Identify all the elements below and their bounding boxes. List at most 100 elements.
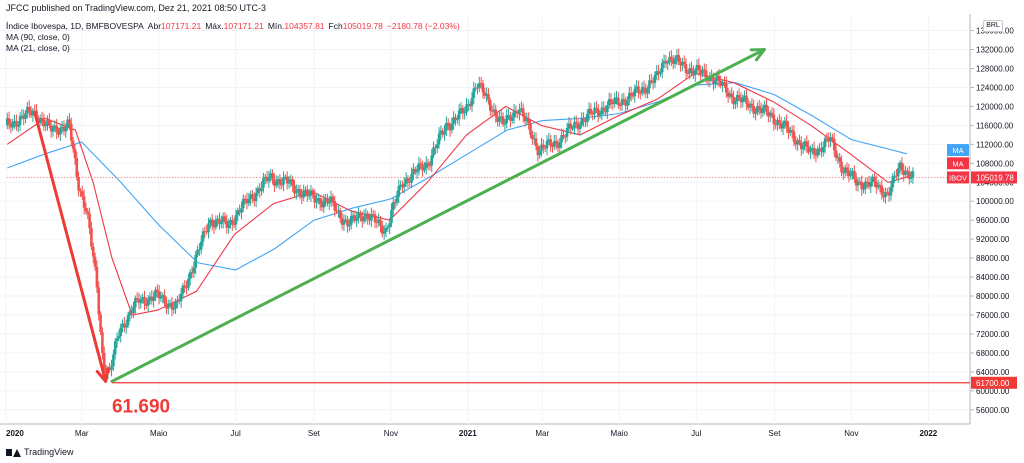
- candle-body: [796, 140, 799, 145]
- last-price-box: [971, 171, 1017, 184]
- candle-body: [734, 101, 737, 105]
- candle-body: [895, 175, 898, 177]
- candle-body: [452, 117, 455, 124]
- candle-body: [853, 170, 856, 180]
- candle-body: [646, 88, 649, 94]
- candle-body: [388, 223, 391, 228]
- candle-body: [375, 222, 379, 224]
- candle-body: [900, 162, 904, 171]
- candle-body: [174, 301, 177, 309]
- candle-body: [124, 325, 128, 328]
- candle-body: [604, 109, 607, 113]
- candle-body: [315, 200, 318, 203]
- candle-body: [145, 303, 148, 306]
- candle-body: [553, 141, 556, 147]
- support-price-box: [971, 376, 1017, 389]
- candle-body: [653, 75, 657, 83]
- candle-body: [26, 107, 29, 114]
- legend-low-label: Mín.: [267, 21, 285, 31]
- candle-body: [770, 112, 774, 115]
- x-tick-label: Set: [768, 429, 781, 438]
- candle-body: [699, 70, 702, 74]
- candle-body: [412, 168, 415, 175]
- candle-body: [430, 155, 434, 166]
- trend-down-arrow-head: [95, 367, 110, 383]
- candle-body: [520, 108, 523, 110]
- candle-body: [349, 216, 353, 225]
- candle-body: [556, 143, 560, 148]
- candle-body: [22, 115, 26, 119]
- legend-high: 107171.21: [223, 21, 264, 31]
- candle-body: [163, 295, 166, 304]
- legend-ma21[interactable]: MA (21, close, 0): [6, 43, 460, 54]
- candle-body: [390, 210, 393, 224]
- candle-body: [188, 272, 192, 279]
- candle-body: [671, 60, 675, 64]
- x-tick-label: Mar: [535, 429, 549, 438]
- publish-header: JFCC published on TradingView.com, Dez 2…: [6, 3, 266, 13]
- candle-body: [80, 191, 84, 197]
- candle-body: [130, 311, 133, 314]
- candle-body: [578, 125, 582, 130]
- candle-body: [496, 116, 499, 122]
- candle-body: [371, 214, 375, 216]
- candle-body: [690, 68, 693, 71]
- candle-body: [79, 190, 82, 192]
- candle-body: [69, 123, 73, 141]
- candle-body: [505, 115, 509, 124]
- candle-body: [730, 93, 734, 98]
- y-tick-label: 124000.00: [976, 83, 1014, 92]
- candle-body: [245, 198, 249, 204]
- candle-body: [626, 99, 629, 106]
- candle-body: [285, 176, 289, 184]
- ibov-tag-label-box: [947, 171, 969, 184]
- footer-brand: TradingView: [6, 447, 74, 457]
- candle-body: [829, 137, 832, 142]
- candle-body: [745, 95, 748, 104]
- legend-change: −2180.78 (−2.03%): [386, 21, 460, 31]
- candle-body: [832, 138, 836, 151]
- candle-body: [207, 223, 210, 233]
- legend-close: 105019.78: [342, 21, 383, 31]
- candle-body: [633, 88, 637, 97]
- legend-open: 107171.21: [161, 21, 202, 31]
- candle-body: [176, 300, 179, 302]
- candle-body: [227, 224, 230, 228]
- candle-body: [558, 142, 562, 148]
- candle-body: [150, 296, 154, 301]
- legend-ma90[interactable]: MA (90, close, 0): [6, 32, 460, 43]
- candle-body: [787, 127, 790, 133]
- candle-body: [622, 99, 626, 102]
- candle-body: [256, 188, 260, 194]
- candle-body: [681, 61, 684, 66]
- candle-body: [629, 92, 633, 96]
- candle-body: [267, 177, 271, 182]
- candle-body: [664, 60, 668, 64]
- candle-body: [90, 228, 93, 247]
- candle-body: [856, 181, 860, 186]
- candle-body: [477, 83, 481, 88]
- candle-body: [684, 64, 688, 74]
- currency-badge[interactable]: BRL: [983, 20, 1003, 32]
- candle-body: [695, 64, 699, 70]
- candle-body: [274, 181, 278, 186]
- candle-body: [31, 110, 35, 116]
- candle-body: [640, 87, 644, 94]
- candle-body: [148, 296, 152, 299]
- candle-body: [507, 115, 510, 117]
- candle-body: [648, 80, 651, 89]
- candle-body: [569, 123, 573, 129]
- ma90-tag-label: MA: [952, 146, 963, 155]
- candle-body: [675, 55, 679, 59]
- candle-body: [415, 170, 419, 173]
- candle-body: [600, 107, 604, 115]
- candle-body: [102, 352, 106, 371]
- candle-body: [362, 216, 366, 222]
- candle-body: [309, 190, 313, 196]
- candle-body: [168, 303, 172, 305]
- candle-body: [878, 184, 882, 186]
- candle-body: [313, 194, 316, 203]
- ma90-line: [7, 82, 908, 271]
- candle-body: [289, 179, 293, 183]
